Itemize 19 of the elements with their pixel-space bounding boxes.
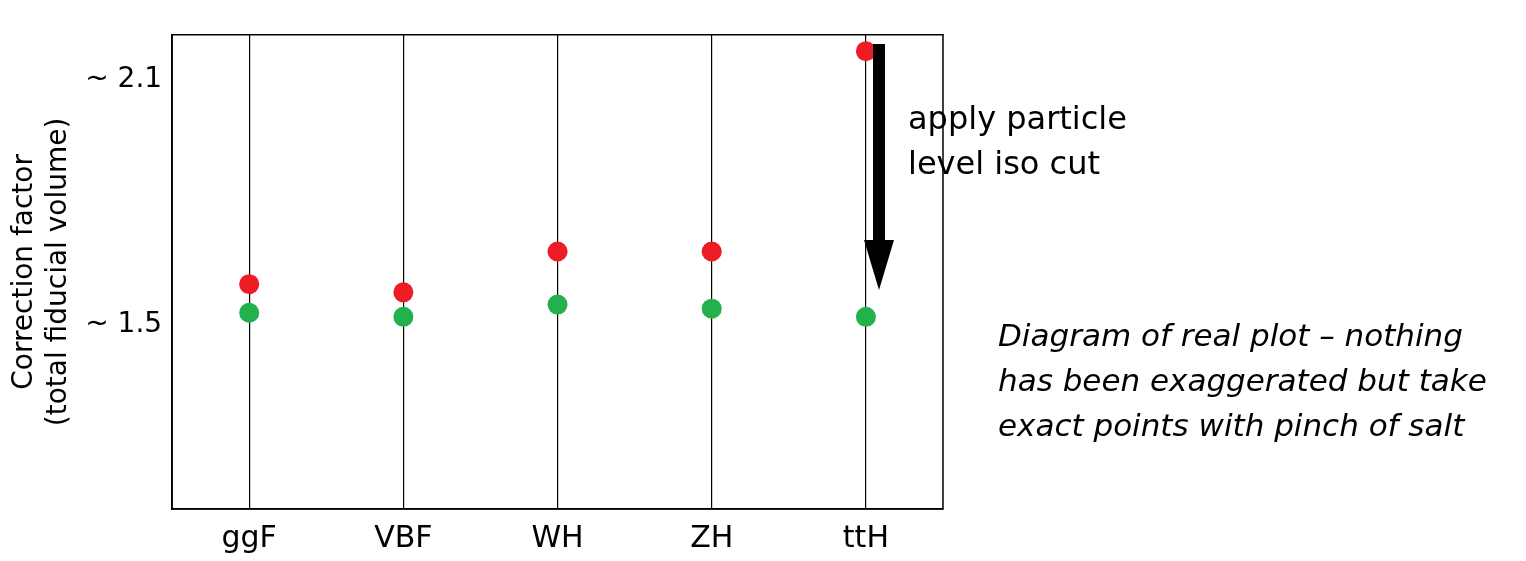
x-tick-label: ttH [842, 518, 889, 554]
y-axis-title: Correction factor (total fiducial volume) [6, 117, 73, 427]
point [393, 282, 414, 303]
y-tick-label: ~ 2.1 [85, 61, 163, 95]
point [393, 306, 414, 327]
point [547, 241, 568, 262]
x-tick-label: WH [531, 518, 584, 554]
text: Diagram of real plot – nothing has been exaggerated but take exact points with pinch of salt [998, 316, 1488, 445]
point [701, 298, 722, 319]
point [855, 41, 876, 62]
x-tick-label: ZH [690, 518, 734, 554]
point [239, 302, 260, 323]
point [855, 306, 876, 327]
x-tick-label: VBF [374, 518, 433, 554]
point [547, 294, 568, 315]
y-tick-label: ~ 1.5 [85, 306, 163, 340]
x-tick-label: ggF [221, 518, 277, 554]
point [239, 274, 260, 295]
point [701, 241, 722, 262]
